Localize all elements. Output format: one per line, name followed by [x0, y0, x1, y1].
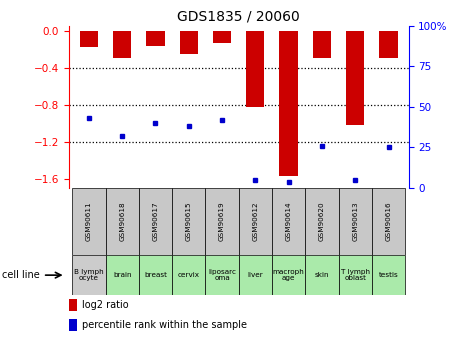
Bar — [239, 255, 272, 295]
Text: B lymph
ocyte: B lymph ocyte — [74, 269, 104, 282]
Bar — [346, 30, 364, 125]
Bar — [205, 188, 239, 255]
Bar — [380, 30, 398, 58]
Bar — [305, 188, 339, 255]
Text: T lymph
oblast: T lymph oblast — [341, 269, 370, 282]
Text: GSM90616: GSM90616 — [386, 202, 391, 242]
Text: cell line: cell line — [2, 270, 40, 280]
Text: skin: skin — [314, 272, 329, 278]
Bar — [105, 255, 139, 295]
Bar — [272, 255, 305, 295]
Text: macroph
age: macroph age — [273, 269, 304, 282]
Title: GDS1835 / 20060: GDS1835 / 20060 — [177, 9, 300, 23]
Bar — [279, 30, 298, 176]
Bar — [213, 30, 231, 42]
Bar — [372, 188, 405, 255]
Bar — [113, 30, 131, 58]
Bar — [172, 255, 205, 295]
Bar — [69, 319, 77, 331]
Bar — [69, 299, 77, 311]
Bar — [72, 255, 105, 295]
Bar — [139, 188, 172, 255]
Bar — [339, 255, 372, 295]
Text: liver: liver — [247, 272, 263, 278]
Bar — [305, 255, 339, 295]
Bar — [172, 188, 205, 255]
Bar — [139, 255, 172, 295]
Text: liposarc
oma: liposarc oma — [208, 269, 236, 282]
Bar — [146, 30, 165, 46]
Text: brain: brain — [113, 272, 132, 278]
Text: testis: testis — [379, 272, 399, 278]
Text: GSM90614: GSM90614 — [285, 202, 292, 242]
Text: log2 ratio: log2 ratio — [83, 300, 129, 310]
Bar — [105, 188, 139, 255]
Bar — [180, 30, 198, 54]
Text: GSM90611: GSM90611 — [86, 202, 92, 242]
Bar — [313, 30, 331, 58]
Text: GSM90612: GSM90612 — [252, 202, 258, 242]
Bar — [339, 188, 372, 255]
Text: GSM90620: GSM90620 — [319, 202, 325, 242]
Text: GSM90619: GSM90619 — [219, 202, 225, 242]
Text: GSM90615: GSM90615 — [186, 202, 192, 242]
Text: breast: breast — [144, 272, 167, 278]
Text: cervix: cervix — [178, 272, 200, 278]
Text: GSM90617: GSM90617 — [152, 202, 159, 242]
Bar — [272, 188, 305, 255]
Bar — [205, 255, 239, 295]
Bar — [72, 188, 105, 255]
Text: GSM90613: GSM90613 — [352, 202, 358, 242]
Bar — [246, 30, 265, 107]
Text: GSM90618: GSM90618 — [119, 202, 125, 242]
Text: percentile rank within the sample: percentile rank within the sample — [83, 320, 247, 330]
Bar — [372, 255, 405, 295]
Bar — [80, 30, 98, 47]
Bar — [239, 188, 272, 255]
